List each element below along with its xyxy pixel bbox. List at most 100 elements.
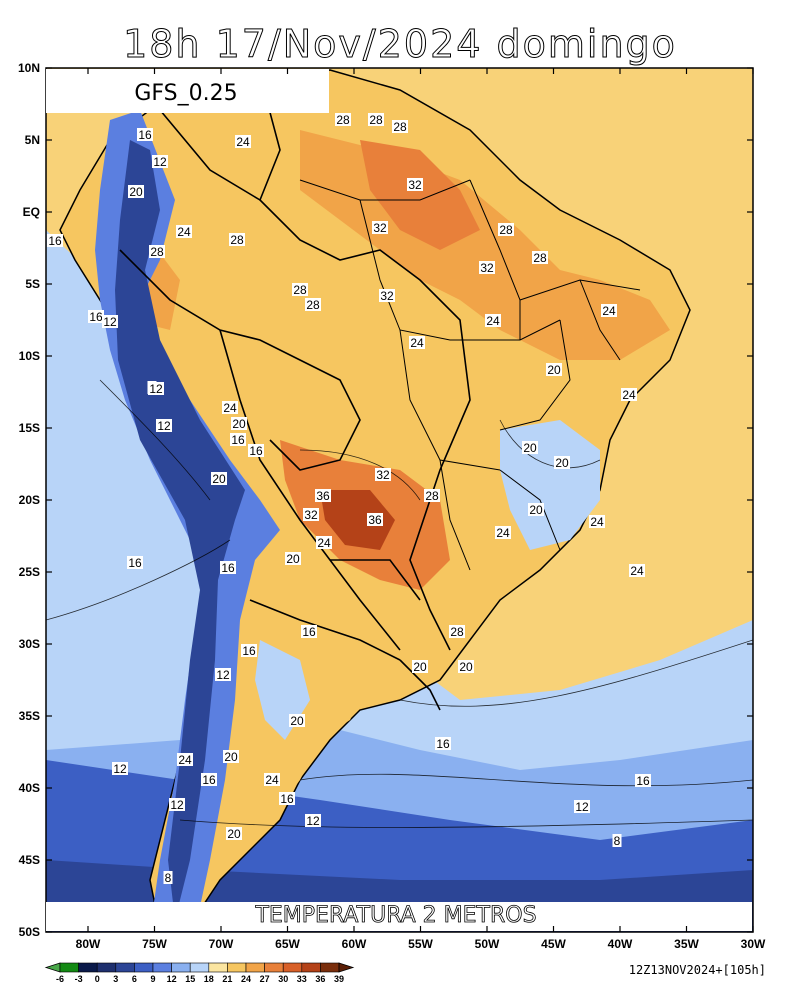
contour-label: 16	[138, 128, 152, 142]
contour-label: 12	[216, 668, 230, 682]
contour-label-bg	[449, 625, 465, 638]
lon-label: 70W	[209, 937, 234, 951]
contour-label-bg	[149, 245, 165, 258]
lon-label: 50W	[475, 937, 500, 951]
contour-label: 24	[486, 314, 500, 328]
contour-label-bg	[335, 113, 351, 126]
colorbar-swatch	[208, 962, 228, 973]
contour-label: 12	[575, 800, 589, 814]
contour-label-bg	[201, 773, 217, 786]
latitude-axis: 10N 5N EQ 5S 10S 15S 20S 25S 30S 35S 40S 45S 50S	[18, 61, 753, 939]
contour-label-bg	[629, 564, 645, 577]
andes-very-cold	[115, 140, 245, 920]
field-label-box	[46, 902, 752, 931]
contour-label-bg	[88, 310, 104, 323]
contour-label-bg	[305, 814, 321, 827]
contour-label-bg	[375, 468, 391, 481]
contour-label-bg	[316, 536, 332, 549]
contour-label: 12	[170, 798, 184, 812]
contour-label-bg	[589, 515, 605, 528]
contour-label-bg	[498, 223, 514, 236]
lat-label: 5N	[25, 133, 40, 147]
colorbar-swatch	[96, 962, 117, 973]
contour-label-bg	[169, 798, 185, 811]
contour-label-bg	[635, 774, 651, 787]
contour-label-bg	[546, 363, 562, 376]
lat-label: 10N	[18, 61, 40, 75]
contour-label: 16	[48, 234, 62, 248]
map-canvas	[46, 68, 753, 932]
contour-label-bg	[554, 456, 570, 469]
colorbar-swatch	[227, 962, 247, 973]
contour-label-bg	[485, 314, 501, 327]
contour-label-bg	[367, 513, 383, 526]
colorbar-swatch	[59, 962, 79, 973]
contour-label-bg	[495, 526, 511, 539]
contour-label-bg	[279, 792, 295, 805]
contour-label-bg	[407, 178, 423, 191]
contour-label-bg	[211, 472, 227, 485]
colorbar-swatch	[245, 962, 265, 973]
model-label-box	[46, 69, 329, 113]
contour-label-bg	[222, 401, 238, 414]
contour-label: 32	[373, 221, 387, 235]
colorbar-tick: 36	[315, 974, 325, 984]
colorbar-tick: 6	[132, 974, 137, 984]
contour-label: 28	[533, 251, 547, 265]
contour-label: 32	[376, 468, 390, 482]
contour-label: 16	[242, 644, 256, 658]
colorbar-tick: 21	[222, 974, 232, 984]
contour-label: 20	[290, 714, 304, 728]
contour-label-bg	[230, 433, 246, 446]
contour-label: 24	[317, 536, 331, 550]
contour-label: 12	[153, 155, 167, 169]
contour-label: 20	[523, 441, 537, 455]
contour-label: 16	[302, 625, 316, 639]
lat-label: 50S	[19, 925, 40, 939]
lat-label: 15S	[19, 421, 40, 435]
contour-label-bg	[289, 714, 305, 727]
contour-label-bg	[458, 660, 474, 673]
contour-label: 16	[280, 792, 294, 806]
contour-label: 12	[306, 814, 320, 828]
contour-label: 24	[590, 515, 604, 529]
contour-label-bg	[372, 221, 388, 234]
lat-label: 40S	[19, 781, 40, 795]
contour-label-bg	[112, 762, 128, 775]
contour-label: 16	[202, 773, 216, 787]
lon-label: 30W	[741, 937, 766, 951]
colorbar-swatch	[301, 962, 321, 973]
lat-label: 10S	[19, 349, 40, 363]
contour-label: 16	[128, 556, 142, 570]
contour-label: 28	[150, 245, 164, 259]
colorbar-swatch	[171, 962, 191, 973]
contour-label-bg	[264, 773, 280, 786]
contour-label-bg	[574, 800, 590, 813]
very-hot-zone-central	[320, 490, 395, 550]
colorbar-tick: 39	[334, 974, 344, 984]
contour-label: 28	[499, 223, 513, 237]
contour-label-bg	[215, 668, 231, 681]
contour-label-bg	[424, 489, 440, 502]
contour-label-bg	[156, 419, 172, 432]
contour-label-bg	[128, 185, 144, 198]
contour-label-bg	[435, 737, 451, 750]
contour-label-bg	[379, 289, 395, 302]
colorbar-tick: 27	[260, 974, 270, 984]
contour-label-bg	[248, 444, 264, 457]
contour-label: 24	[177, 225, 191, 239]
colorbar-swatch	[320, 962, 340, 973]
colorbar-tick: 30	[278, 974, 288, 984]
lon-label: 35W	[674, 937, 699, 951]
contour-label-bg	[301, 625, 317, 638]
contour-label: 12	[113, 762, 127, 776]
contour-label-bg	[47, 234, 63, 247]
contour-label: 8	[614, 834, 621, 848]
contour-label-bg	[177, 753, 193, 766]
lon-label: 45W	[541, 937, 566, 951]
contour-label: 24	[410, 336, 424, 350]
contour-label-bg	[292, 283, 308, 296]
colorbar-arrow-right	[338, 962, 355, 973]
contour-label: 28	[306, 298, 320, 312]
